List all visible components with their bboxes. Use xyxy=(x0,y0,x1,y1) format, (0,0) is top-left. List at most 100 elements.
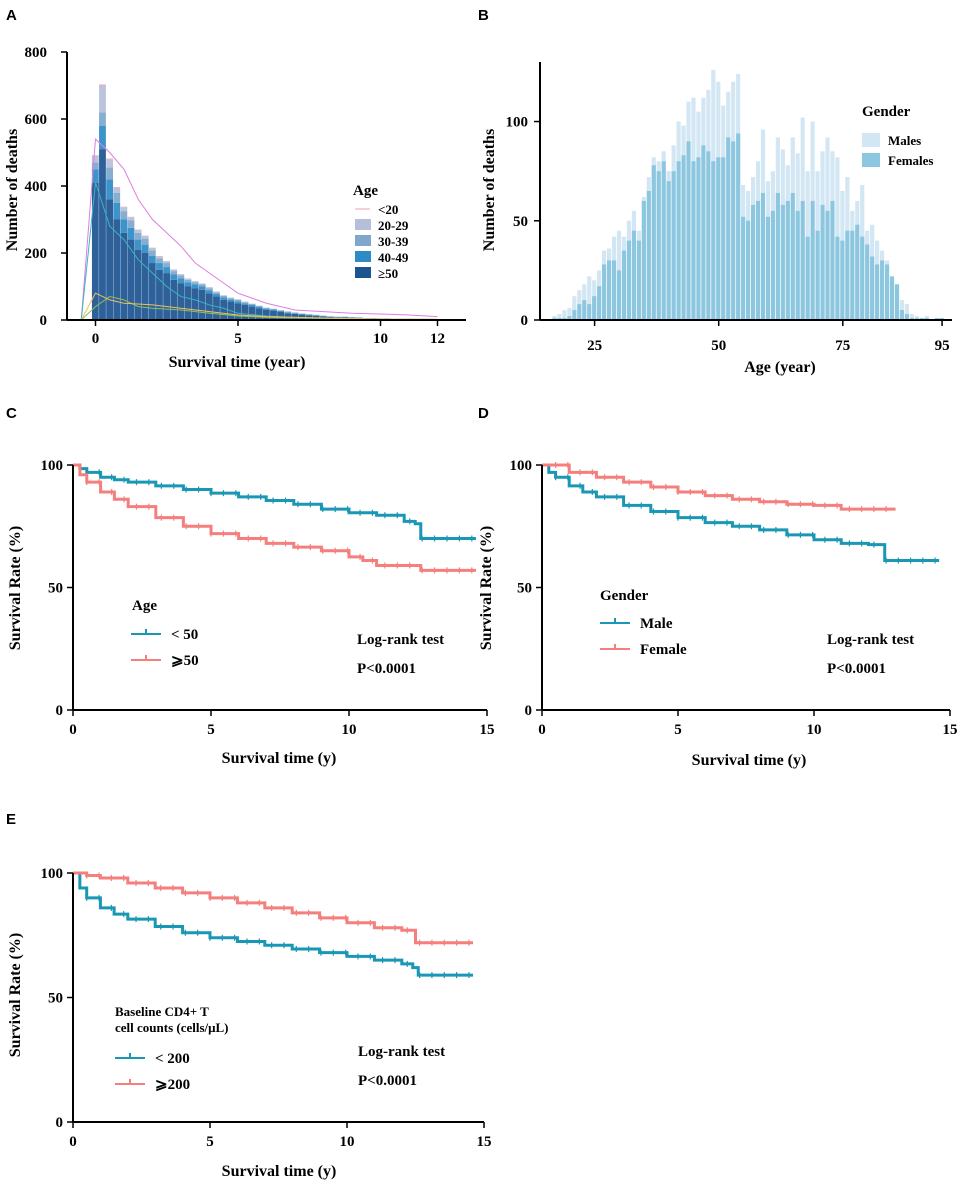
bar-female xyxy=(780,204,785,320)
y-tick-label: 0 xyxy=(521,313,529,329)
bar-40-49 xyxy=(277,310,285,312)
bar-female xyxy=(567,316,572,320)
bar-female xyxy=(587,304,592,320)
bar-40-49 xyxy=(134,239,142,250)
panel-d-ylabel: Survival Rate (%) xyxy=(478,526,495,650)
bar-≥50 xyxy=(106,199,114,320)
y-tick-label: 0 xyxy=(56,703,64,719)
bar-female xyxy=(904,314,910,320)
bar-30-39 xyxy=(284,311,292,313)
bar-40-49 xyxy=(291,313,299,314)
bar-female xyxy=(850,230,855,320)
bar-20-29 xyxy=(191,281,199,283)
bar-30-39 xyxy=(241,302,249,304)
bar-30-39 xyxy=(255,305,263,307)
bar-female xyxy=(721,157,726,320)
panel-c: C 0 5 10 15 0 50 100 Survival time (y) Surviva… xyxy=(6,405,495,767)
bar-30-39 xyxy=(213,292,220,294)
curve-Male xyxy=(542,463,940,563)
curve-< 200 xyxy=(73,871,474,977)
bar-≥50 xyxy=(198,289,206,320)
bar-≥50 xyxy=(113,219,121,320)
panel-b-legend-title: Gender xyxy=(862,104,911,120)
bar-female xyxy=(741,216,746,320)
bar-≥50 xyxy=(213,296,220,320)
panel-e-legend-title: Baseline CD4+ T cell counts (cells/μL) xyxy=(115,1004,229,1035)
panel-b-axes: 25 50 75 95 0 50 100 xyxy=(506,62,952,354)
panel-c-xlabel: Survival time (y) xyxy=(222,750,337,767)
bar-20-29 xyxy=(134,229,142,233)
x-tick-label: 25 xyxy=(587,338,602,354)
bar-20-29 xyxy=(163,261,171,264)
bar-30-39 xyxy=(120,211,128,220)
bar-female xyxy=(765,216,771,320)
bar-female xyxy=(894,284,900,320)
bar-≥50 xyxy=(191,288,199,320)
bar-20-29 xyxy=(120,207,128,212)
bar-≥50 xyxy=(163,273,171,320)
x-tick-label: 0 xyxy=(538,722,546,738)
bar-40-49 xyxy=(198,286,206,290)
bar-30-39 xyxy=(270,308,277,310)
bar-20-29 xyxy=(234,299,242,300)
legend-label: <20 xyxy=(378,202,398,217)
bar-female xyxy=(691,161,696,320)
bar-female xyxy=(755,200,761,320)
panel-a-xlabel: Survival time (year) xyxy=(169,354,306,371)
x-tick-label: 75 xyxy=(835,338,850,354)
bar-30-39 xyxy=(220,295,228,298)
bar-≥50 xyxy=(184,286,192,320)
bar-female xyxy=(835,236,840,320)
bar-20-29 xyxy=(170,269,178,272)
bar-female xyxy=(840,240,845,320)
bar-female xyxy=(686,141,691,320)
bar-female xyxy=(726,137,731,320)
bar-30-39 xyxy=(248,303,256,305)
x-tick-label: 10 xyxy=(373,331,388,347)
y-tick-label: 100 xyxy=(506,115,529,131)
curve-< 50 xyxy=(73,463,476,540)
panel-b: B 25 50 75 95 0 50 100 Age (year) Number of de… xyxy=(478,7,952,376)
bar-female xyxy=(572,310,577,320)
legend-swatch xyxy=(355,235,371,246)
x-tick-label: 0 xyxy=(69,1134,77,1150)
legend-label: < 200 xyxy=(155,1051,190,1067)
bar-female xyxy=(790,192,795,320)
panel-b-xlabel: Age (year) xyxy=(744,359,816,376)
bar-female xyxy=(880,260,885,320)
x-tick-label: 5 xyxy=(674,722,682,738)
bar-female xyxy=(671,171,676,320)
bar-female xyxy=(750,204,756,320)
x-tick-label: 5 xyxy=(207,722,215,738)
legend-label: Male xyxy=(640,616,673,632)
bar-female xyxy=(785,200,790,320)
bar-≥50 xyxy=(248,306,256,320)
bar-≥50 xyxy=(255,308,263,320)
bar-≥50 xyxy=(205,293,213,320)
panel-a: A 0 5 10 12 0 200 400 600 800 Survival time (yea… xyxy=(4,7,466,371)
curve-⩾50 xyxy=(73,463,476,572)
panel-c-legend-title: Age xyxy=(132,598,157,614)
curve-Female xyxy=(542,463,896,511)
x-tick-label: 10 xyxy=(807,722,822,738)
bar-40-49 xyxy=(227,299,235,302)
panel-a-axes: 0 5 10 12 0 200 400 600 800 xyxy=(25,45,466,347)
bar-<20 xyxy=(106,158,114,160)
panel-e-curves xyxy=(73,871,474,979)
bar-female xyxy=(611,260,617,320)
panel-d-legend: Male Female xyxy=(600,616,687,658)
bar-40-49 xyxy=(106,179,114,200)
panel-e-xlabel: Survival time (y) xyxy=(222,1163,337,1180)
bar-female xyxy=(899,310,905,320)
legend-label: Males xyxy=(888,133,921,148)
legend-label: < 50 xyxy=(171,627,198,643)
bar-female xyxy=(884,264,890,320)
bar-40-49 xyxy=(170,274,178,280)
x-tick-label: 10 xyxy=(340,1134,355,1150)
line-≥50 xyxy=(80,138,438,321)
legend-swatch xyxy=(862,133,880,147)
bar-20-29 xyxy=(241,301,249,303)
bar-female xyxy=(870,256,875,320)
x-tick-label: 15 xyxy=(480,722,495,738)
